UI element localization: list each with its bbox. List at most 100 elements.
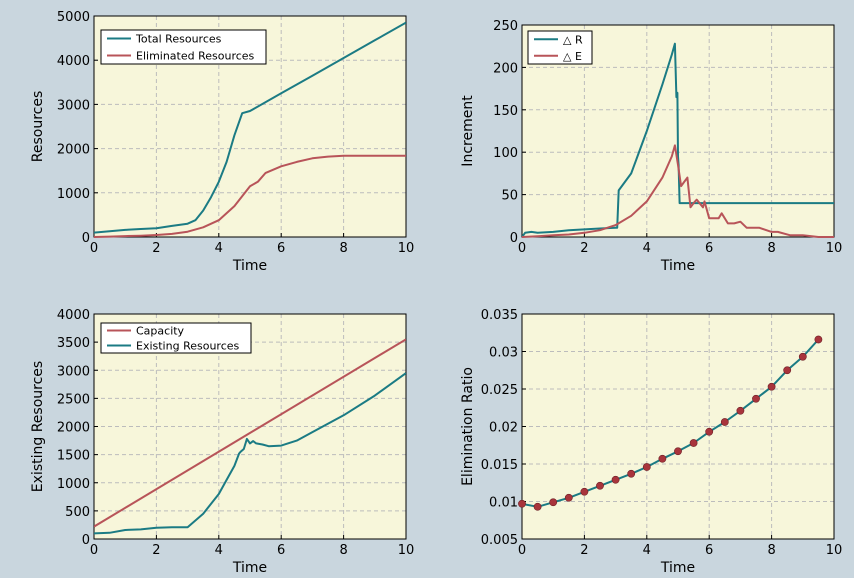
y-tick-label: 5000	[57, 10, 90, 25]
y-tick-label: 500	[65, 505, 90, 520]
x-tick-label: 0	[90, 241, 98, 256]
series-line-1	[94, 338, 406, 528]
x-tick-label: 8	[339, 543, 347, 558]
y-tick-label: 0.015	[481, 458, 518, 473]
data-point	[642, 463, 651, 471]
x-tick-label: 6	[705, 543, 713, 558]
y-tick-label: 0.01	[489, 496, 518, 511]
y-tick-label: 4000	[57, 308, 90, 323]
y-axis-label: Existing Resources	[30, 361, 46, 492]
x-tick-label: 2	[152, 241, 160, 256]
y-tick-label: 2000	[57, 421, 90, 436]
y-tick-label: 1500	[57, 449, 90, 464]
x-tick-label: 2	[580, 241, 588, 256]
y-axis-label: Resources	[30, 91, 46, 163]
data-point	[767, 382, 776, 391]
y-tick-label: 2000	[57, 143, 90, 158]
series-line-2	[94, 154, 406, 238]
y-tick-label: 0	[82, 533, 90, 548]
x-tick-label: 10	[398, 241, 415, 256]
y-axis-label: Elimination Ratio	[460, 367, 476, 486]
x-tick-label: 4	[643, 241, 651, 256]
y-tick-label: 100	[493, 146, 518, 161]
x-axis-label: Time	[232, 560, 267, 576]
x-axis-label: Time	[660, 258, 695, 274]
y-tick-label: 150	[493, 104, 518, 119]
y-tick-label: 250	[493, 19, 518, 34]
data-point	[564, 493, 573, 502]
x-tick-label: 10	[826, 543, 843, 558]
chart-panel-3: 0 2 4 6 8 10 0 500 1000 1500 2000 2500 3000 3500 4000 T…	[30, 308, 414, 576]
x-tick-label: 0	[90, 543, 98, 558]
y-tick-label: 0.02	[489, 421, 518, 436]
x-tick-label: 8	[767, 241, 775, 256]
legend-label-1: Capacity	[136, 325, 185, 338]
y-tick-label: 50	[501, 189, 518, 204]
x-tick-label: 4	[643, 543, 651, 558]
y-tick-label: 0	[82, 231, 90, 246]
y-tick-label: 3000	[57, 364, 90, 379]
x-axis-label: Time	[660, 560, 695, 576]
data-point	[580, 487, 589, 496]
x-tick-label: 10	[398, 543, 415, 558]
series-line-1	[94, 21, 406, 234]
x-tick-label: 8	[767, 543, 775, 558]
data-point	[658, 454, 667, 463]
legend: Total Resources Eliminated Resources	[100, 29, 267, 65]
data-point	[611, 475, 620, 484]
y-tick-label: 0.005	[481, 533, 518, 548]
legend-label-1: △ R	[563, 33, 583, 46]
x-tick-label: 0	[518, 241, 526, 256]
y-tick-label: 4000	[57, 54, 90, 69]
legend-box	[100, 322, 252, 354]
y-tick-label: 1000	[57, 187, 90, 202]
legend-box	[100, 29, 267, 65]
data-point	[689, 439, 698, 447]
plot-frame	[93, 15, 407, 238]
series-line-2	[94, 372, 406, 535]
data-point	[533, 502, 542, 511]
data-point	[752, 394, 760, 403]
plot-frame	[521, 24, 835, 238]
data-point	[549, 498, 558, 507]
x-tick-label: 8	[339, 241, 347, 256]
legend: Capacity Existing Resources	[100, 322, 252, 354]
legend-box	[527, 30, 593, 65]
y-tick-label: 0.03	[489, 346, 518, 361]
x-axis-label: Time	[232, 258, 267, 274]
y-tick-label: 0.035	[481, 308, 518, 323]
chart-panel-1: 0 2 4 6 8 10 0 1000 2000 3000 4000 5000 Time Resource…	[30, 10, 414, 274]
y-tick-label: 2500	[57, 392, 90, 407]
y-tick-label: 0.025	[481, 383, 518, 398]
data-point	[783, 366, 792, 375]
y-tick-label: 3500	[57, 336, 90, 351]
x-tick-label: 10	[826, 241, 843, 256]
legend: △ R △ E	[527, 30, 593, 65]
y-tick-label: 200	[493, 61, 518, 76]
x-tick-label: 0	[518, 543, 526, 558]
data-point	[596, 481, 604, 490]
data-point	[518, 499, 526, 508]
data-point	[674, 447, 682, 456]
series-line-2	[522, 144, 834, 238]
data-point	[814, 335, 823, 344]
x-tick-label: 6	[277, 241, 285, 256]
x-tick-label: 4	[215, 241, 223, 256]
legend-label-2: Eliminated Resources	[136, 50, 255, 63]
legend-label-1: Total Resources	[135, 33, 222, 46]
x-tick-label: 6	[705, 241, 713, 256]
legend-label-2: Existing Resources	[136, 340, 240, 353]
data-point	[736, 406, 745, 415]
data-point	[798, 352, 807, 361]
x-tick-label: 2	[152, 543, 160, 558]
data-point	[705, 427, 714, 436]
x-tick-label: 4	[215, 543, 223, 558]
chart-panel-4: 0 2 4 6 8 10 0.005 0.01 0.015 0.02 0.025 0.03 0.035 T…	[460, 308, 842, 576]
legend-label-2: △ E	[563, 50, 582, 63]
x-tick-label: 2	[580, 543, 588, 558]
y-tick-label: 3000	[57, 98, 90, 113]
y-tick-label: 1000	[57, 477, 90, 492]
data-point	[627, 469, 636, 478]
